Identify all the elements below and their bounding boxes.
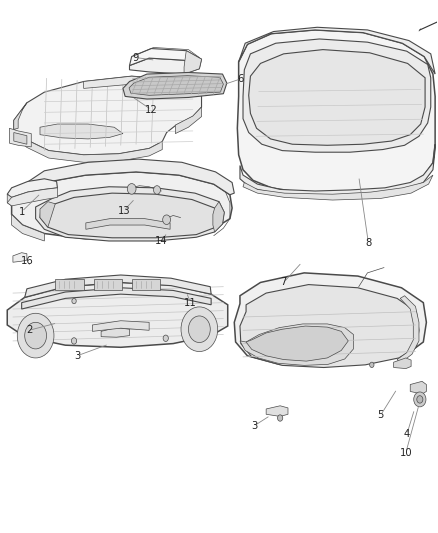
Polygon shape [14, 103, 27, 130]
FancyBboxPatch shape [132, 279, 160, 290]
Polygon shape [243, 39, 431, 152]
Circle shape [278, 415, 283, 421]
Polygon shape [394, 358, 411, 368]
Circle shape [127, 183, 136, 194]
Text: 1: 1 [18, 207, 25, 217]
Text: 5: 5 [378, 410, 384, 421]
Text: 16: 16 [21, 256, 33, 266]
Polygon shape [249, 50, 425, 146]
Polygon shape [184, 51, 201, 74]
FancyBboxPatch shape [94, 279, 122, 290]
Polygon shape [25, 275, 211, 297]
Polygon shape [129, 76, 223, 95]
Circle shape [17, 313, 54, 358]
Circle shape [414, 392, 426, 407]
Polygon shape [40, 124, 123, 139]
Polygon shape [246, 326, 348, 361]
Text: 7: 7 [280, 278, 287, 287]
Polygon shape [130, 49, 201, 69]
Text: 3: 3 [251, 421, 257, 431]
Polygon shape [40, 193, 219, 238]
Text: 9: 9 [133, 53, 139, 62]
Polygon shape [21, 288, 211, 309]
Polygon shape [13, 253, 27, 262]
Text: 2: 2 [26, 325, 32, 335]
Text: 8: 8 [365, 238, 371, 247]
Polygon shape [240, 144, 435, 196]
Text: 11: 11 [184, 297, 197, 308]
Polygon shape [7, 179, 57, 197]
Polygon shape [92, 321, 149, 332]
Polygon shape [12, 214, 44, 241]
Polygon shape [40, 201, 55, 227]
Circle shape [162, 215, 170, 224]
Polygon shape [7, 194, 12, 206]
Circle shape [417, 395, 423, 403]
Polygon shape [410, 381, 426, 394]
Polygon shape [12, 172, 232, 239]
Text: 4: 4 [404, 430, 410, 440]
Circle shape [72, 298, 76, 304]
Polygon shape [14, 133, 27, 144]
Polygon shape [240, 324, 353, 366]
Polygon shape [86, 219, 170, 229]
Polygon shape [35, 187, 224, 241]
Polygon shape [237, 30, 435, 193]
Text: 13: 13 [117, 206, 130, 216]
Polygon shape [397, 296, 419, 364]
Polygon shape [243, 175, 433, 200]
Text: 10: 10 [399, 448, 412, 457]
Circle shape [71, 338, 77, 344]
FancyBboxPatch shape [55, 279, 84, 290]
Polygon shape [123, 72, 227, 99]
Circle shape [153, 185, 160, 194]
Polygon shape [175, 107, 201, 134]
Polygon shape [234, 273, 426, 367]
Circle shape [370, 362, 374, 368]
Polygon shape [7, 188, 57, 206]
Text: 3: 3 [74, 351, 80, 361]
Circle shape [163, 335, 168, 342]
Text: 12: 12 [145, 104, 158, 115]
Polygon shape [10, 128, 31, 147]
Polygon shape [7, 282, 228, 348]
Polygon shape [101, 328, 130, 337]
Text: 6: 6 [238, 74, 244, 84]
Polygon shape [25, 159, 234, 195]
Polygon shape [266, 406, 288, 416]
Polygon shape [130, 58, 199, 74]
Polygon shape [84, 76, 188, 94]
Polygon shape [239, 27, 435, 74]
Polygon shape [14, 130, 162, 163]
Polygon shape [240, 285, 419, 368]
Text: 14: 14 [155, 236, 168, 246]
Polygon shape [213, 201, 224, 232]
Circle shape [25, 322, 46, 349]
Circle shape [181, 307, 218, 352]
Circle shape [188, 316, 210, 343]
Polygon shape [14, 76, 201, 155]
